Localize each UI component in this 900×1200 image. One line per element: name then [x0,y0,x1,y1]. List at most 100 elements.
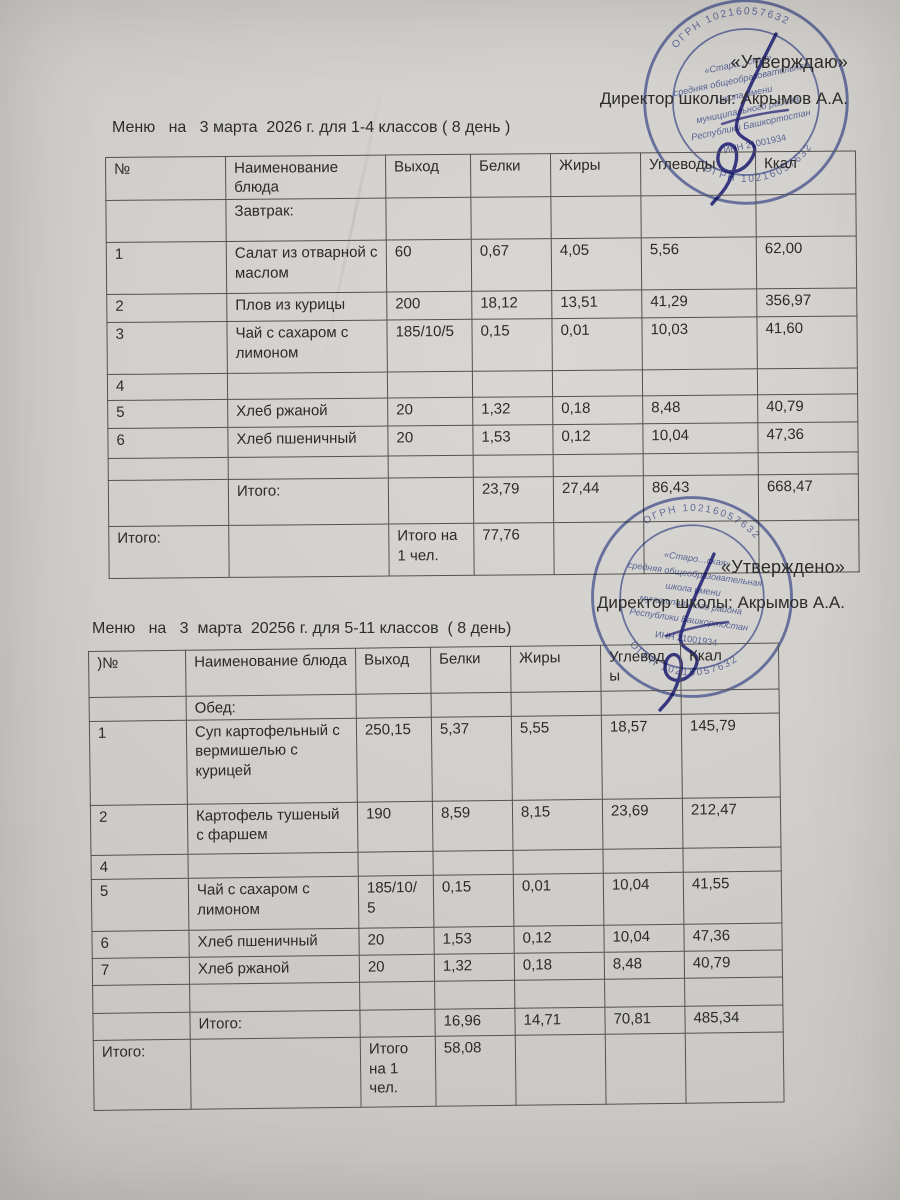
dish-kcal-cell: 212,47 [682,797,781,849]
empty-cell [228,456,389,480]
lunch-menu-table: )№ Наименование блюда Выход Белки Жиры У… [88,643,785,1112]
empty-cell [228,524,390,578]
dish-row: 1 Салат из отварной с маслом 60 0,67 4,0… [106,236,857,295]
director-line: Директор школы: Акрымов А.А. [599,89,848,108]
per-person-caption-cell: Итого на 1 чел. [388,523,475,577]
dish-protein-cell: 0,15 [471,318,553,372]
dish-fat-cell: 0,01 [551,318,643,371]
empty-cell [684,977,783,1007]
empty-cell [388,455,474,479]
dish-kcal-cell [757,368,858,396]
empty-cell [758,452,859,476]
totals-protein-cell: 23,79 [473,476,554,524]
approval-stamp-word: «Утверждаю» [730,52,848,72]
col-header-number: № [105,156,226,201]
dish-protein-cell [472,370,553,398]
empty-cell [92,984,190,1014]
empty-cell [190,1037,362,1110]
empty-cell [681,689,780,715]
col-header-protein: Белки [430,646,512,694]
lunch-table-wrap: )№ Наименование блюда Выход Белки Жиры У… [88,643,785,1112]
dish-kcal-cell: 40,79 [757,394,858,424]
dish-number-cell: 2 [106,293,227,323]
col-header-carbs: Углеводы [640,151,756,197]
dish-name-cell: Хлеб пшеничный [227,426,389,458]
col-header-protein: Белки [470,153,551,198]
dish-kcal-cell: 356,97 [756,288,857,318]
dish-carbs-cell: 5,56 [641,237,757,291]
dish-kcal-cell: 47,36 [683,923,783,952]
dish-fat-cell: 0,18 [514,952,605,981]
dish-carbs-cell: 18,57 [601,714,683,800]
signature-stroke [658,552,716,712]
totals-label-cell: Итого: [189,1010,361,1040]
dish-fat-cell: 13,51 [551,290,642,319]
totals-protein-cell: 16,96 [434,1008,516,1037]
empty-cell [601,690,682,716]
dish-kcal-cell: 62,00 [756,236,857,290]
dish-name-cell [187,852,359,879]
empty-cell [189,982,360,1013]
dish-row: 5 Чай с сахаром с лимоном 185/10/5 0,15 … [91,871,782,932]
empty-cell [356,693,432,719]
col-header-fat: Жиры [510,645,602,693]
dish-row: 3 Чай с сахаром с лимоном 185/10/5 0,15 … [106,316,858,375]
dish-fat-cell: 0,12 [513,925,605,954]
director-signature [658,552,730,712]
dish-protein-cell: 1,32 [434,953,515,982]
stamp-outer-ring [591,496,793,698]
meal-label-cell: Завтрак: [225,198,387,242]
dish-carbs-cell: 41,29 [641,289,757,319]
dish-protein-cell: 0,15 [433,874,514,928]
dish-number-cell: 1 [89,720,188,806]
dish-output-cell: 185/10/5 [358,875,434,929]
dish-number-cell: 6 [107,427,229,459]
stamp-inner-ring [672,28,820,176]
per-person-label-cell: Итого: [108,525,230,579]
dish-protein-cell: 18,12 [471,290,552,320]
dish-carbs-cell: 10,04 [603,924,685,953]
dish-number-cell: 4 [91,854,189,880]
signature-flick [664,620,730,638]
dish-number-cell: 6 [91,930,190,959]
dish-name-cell: Чай с сахаром с лимоном [226,320,388,374]
dish-number-cell: 4 [107,373,228,401]
empty-cell [385,197,472,241]
menu-title-grades-5-11: Меню на 3 марта 20256 г. для 5-11 классо… [92,620,512,637]
col-header-kcal: Ккал [755,150,856,196]
dish-fat-cell: 4,05 [551,238,642,291]
signature-flick [720,108,790,126]
per-person-value-cell: 58,08 [435,1035,517,1107]
dish-carbs-cell: 10,04 [642,423,759,455]
dish-output-cell: 20 [359,954,435,983]
empty-cell [359,981,435,1011]
col-header-carbs: Углеводы [600,644,682,692]
dish-number-cell: 5 [91,878,189,932]
col-header-output: Выход [385,154,471,199]
dish-number-cell: 1 [106,241,227,295]
col-header-number: )№ [88,650,187,698]
header-row: )№ Наименование блюда Выход Белки Жиры У… [88,643,780,698]
empty-cell [359,1009,436,1038]
dish-output-cell: 20 [387,397,473,427]
empty-cell [388,477,474,525]
per-person-caption-cell: Итого на 1 чел. [360,1036,437,1108]
empty-cell [105,199,227,243]
dish-protein-cell: 1,53 [433,926,515,955]
meal-label-cell: Обед: [186,694,357,721]
dish-kcal-cell [682,847,782,873]
empty-cell [108,457,229,481]
meal-label-row: Завтрак: [105,194,857,243]
empty-cell [605,1033,687,1105]
empty-cell [604,978,685,1008]
totals-carbs-cell: 70,81 [604,1006,686,1035]
empty-cell [89,696,187,722]
col-header-fat: Жиры [550,152,641,197]
dish-protein-cell: 8,59 [432,800,513,852]
signature-stroke [710,32,778,206]
header-row: № Наименование блюда Выход Белки Жиры Уг… [105,150,856,201]
dish-protein-cell [432,850,514,876]
dish-fat-cell [512,849,604,875]
dish-carbs-cell: 10,03 [641,317,758,371]
